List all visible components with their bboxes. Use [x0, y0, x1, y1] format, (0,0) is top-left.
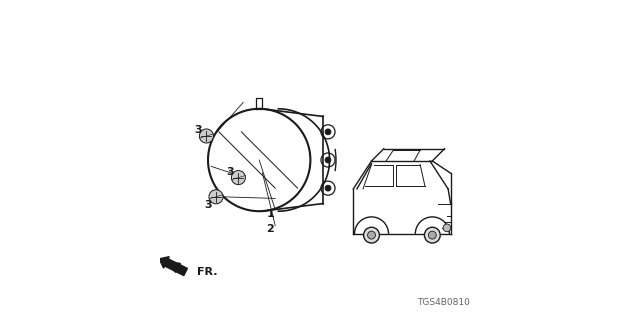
Text: FR.: FR. [197, 267, 218, 277]
Circle shape [209, 190, 223, 204]
Text: 3: 3 [227, 167, 234, 177]
Circle shape [325, 185, 331, 191]
Text: TGS4B0810: TGS4B0810 [417, 298, 470, 307]
Text: 3: 3 [204, 200, 212, 210]
Circle shape [200, 129, 214, 143]
Text: 1: 1 [266, 209, 275, 220]
Circle shape [424, 227, 440, 243]
FancyArrow shape [159, 257, 188, 276]
Circle shape [325, 129, 331, 135]
Circle shape [364, 227, 380, 243]
Circle shape [428, 231, 436, 239]
Circle shape [325, 157, 331, 163]
Text: 2: 2 [266, 224, 275, 234]
Circle shape [367, 231, 376, 239]
Text: 3: 3 [195, 124, 202, 135]
Circle shape [232, 171, 246, 185]
Circle shape [443, 224, 451, 232]
